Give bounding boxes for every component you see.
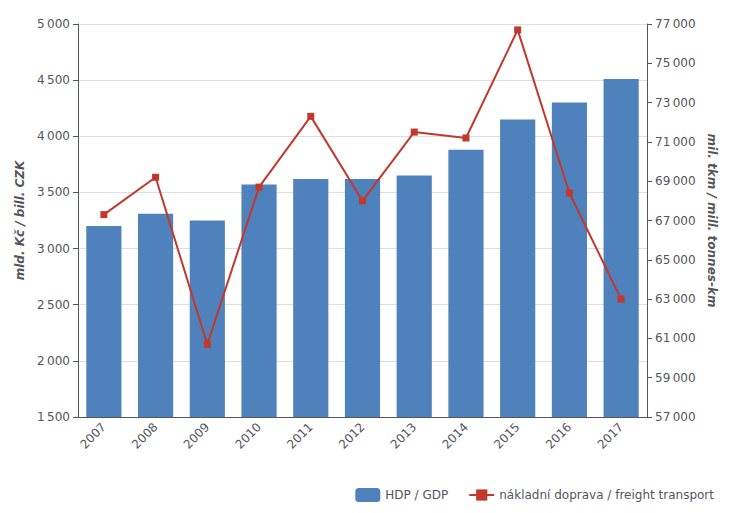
svg-text:2012: 2012 xyxy=(336,420,367,451)
svg-text:HDP / GDP: HDP / GDP xyxy=(385,488,448,502)
svg-text:71 000: 71 000 xyxy=(655,135,696,149)
svg-text:59 000: 59 000 xyxy=(655,371,696,385)
svg-text:57 000: 57 000 xyxy=(655,410,696,424)
svg-text:2010: 2010 xyxy=(233,420,264,451)
svg-text:2009: 2009 xyxy=(181,420,212,451)
svg-text:2014: 2014 xyxy=(439,420,470,451)
svg-text:77 000: 77 000 xyxy=(655,17,696,31)
svg-text:67 000: 67 000 xyxy=(655,214,696,228)
svg-text:2015: 2015 xyxy=(491,420,522,451)
svg-text:75 000: 75 000 xyxy=(655,56,696,70)
svg-text:2016: 2016 xyxy=(543,420,574,451)
svg-text:2008: 2008 xyxy=(129,420,160,451)
svg-text:73 000: 73 000 xyxy=(655,96,696,110)
svg-text:2 000: 2 000 xyxy=(37,354,70,368)
svg-text:65 000: 65 000 xyxy=(655,253,696,267)
svg-text:1 500: 1 500 xyxy=(37,410,70,424)
svg-text:4 000: 4 000 xyxy=(37,129,70,143)
svg-text:nákladní doprava / freight tra: nákladní doprava / freight transport xyxy=(499,488,714,502)
svg-text:61 000: 61 000 xyxy=(655,331,696,345)
svg-text:63 000: 63 000 xyxy=(655,292,696,306)
svg-text:2007: 2007 xyxy=(77,420,108,451)
svg-text:3 000: 3 000 xyxy=(37,242,70,256)
svg-text:2013: 2013 xyxy=(388,420,419,451)
svg-text:mld. Kč / bill. CZK: mld. Kč / bill. CZK xyxy=(13,159,27,280)
svg-text:5 000: 5 000 xyxy=(37,17,70,31)
svg-text:2 500: 2 500 xyxy=(37,298,70,312)
svg-text:69 000: 69 000 xyxy=(655,174,696,188)
svg-text:2017: 2017 xyxy=(595,420,626,451)
svg-text:mil. tkm / mill. tonnes-km: mil. tkm / mill. tonnes-km xyxy=(705,134,719,308)
svg-text:3 500: 3 500 xyxy=(37,185,70,199)
svg-text:2011: 2011 xyxy=(284,420,315,451)
svg-text:4 500: 4 500 xyxy=(37,73,70,87)
